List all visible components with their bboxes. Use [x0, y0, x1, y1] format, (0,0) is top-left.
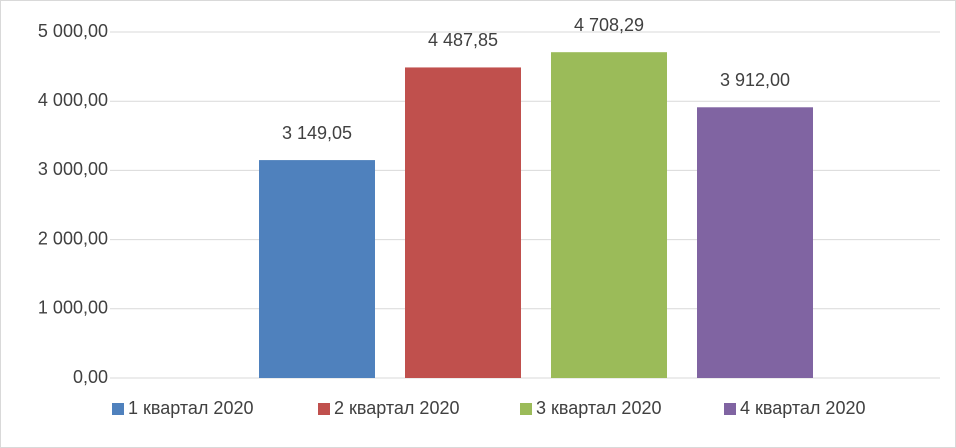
y-tick-label: 2 000,00	[38, 228, 108, 248]
legend-label: 4 квартал 2020	[740, 398, 865, 418]
legend-swatch	[520, 403, 532, 415]
legend-label: 2 квартал 2020	[334, 398, 459, 418]
data-label: 3 149,05	[282, 123, 352, 143]
data-label: 4 487,85	[428, 30, 498, 50]
legend-label: 1 квартал 2020	[128, 398, 253, 418]
legend-swatch	[112, 403, 124, 415]
legend-swatch	[724, 403, 736, 415]
y-tick-label: 0,00	[73, 367, 108, 387]
bar	[697, 107, 813, 378]
data-label: 3 912,00	[720, 70, 790, 90]
legend-swatch	[318, 403, 330, 415]
y-tick-label: 5 000,00	[38, 21, 108, 41]
y-tick-label: 1 000,00	[38, 298, 108, 318]
bar	[405, 67, 521, 378]
bar	[259, 160, 375, 378]
data-label: 4 708,29	[574, 15, 644, 35]
y-tick-label: 4 000,00	[38, 90, 108, 110]
legend-label: 3 квартал 2020	[536, 398, 661, 418]
y-tick-label: 3 000,00	[38, 159, 108, 179]
bar	[551, 52, 667, 378]
